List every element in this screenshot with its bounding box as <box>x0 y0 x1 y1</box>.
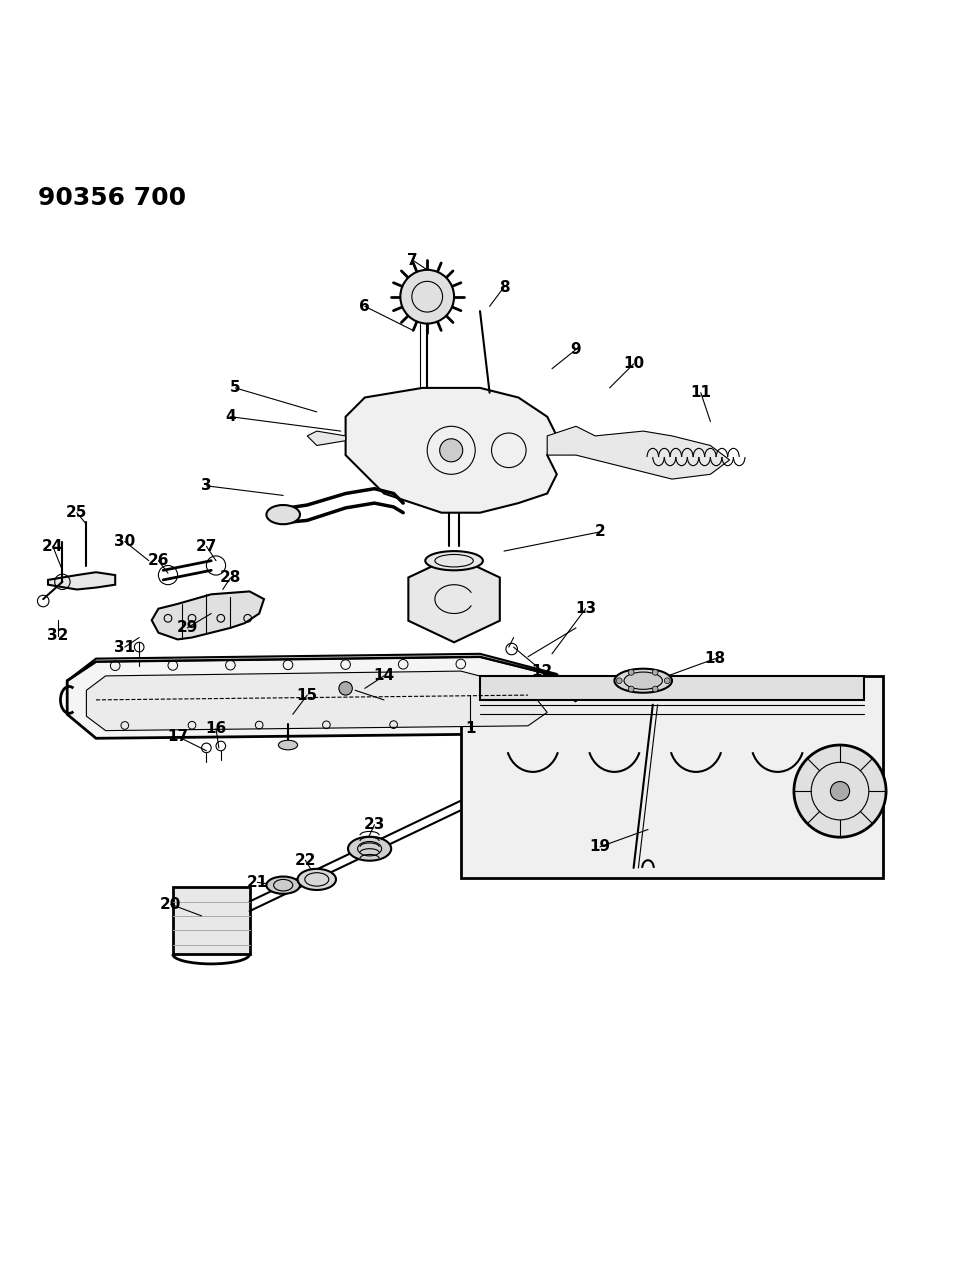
Text: 23: 23 <box>364 817 385 833</box>
Polygon shape <box>346 388 557 513</box>
Ellipse shape <box>425 551 483 570</box>
Ellipse shape <box>266 876 300 894</box>
Text: 22: 22 <box>295 853 316 868</box>
Text: 9: 9 <box>570 342 582 357</box>
Circle shape <box>653 686 659 692</box>
Ellipse shape <box>614 668 672 692</box>
Text: 31: 31 <box>114 640 135 654</box>
Ellipse shape <box>278 741 298 750</box>
Text: 11: 11 <box>690 385 711 400</box>
Polygon shape <box>461 676 883 877</box>
Circle shape <box>628 686 634 692</box>
Circle shape <box>664 678 670 683</box>
Text: 17: 17 <box>167 729 188 743</box>
Text: 1: 1 <box>466 722 475 736</box>
Text: 10: 10 <box>623 357 644 371</box>
Text: 18: 18 <box>705 652 726 666</box>
Circle shape <box>339 682 352 695</box>
Text: 5: 5 <box>229 380 241 395</box>
Polygon shape <box>67 657 576 738</box>
Text: 15: 15 <box>297 687 318 703</box>
Text: 4: 4 <box>225 409 236 425</box>
Polygon shape <box>408 556 500 643</box>
Text: 20: 20 <box>160 896 181 912</box>
Text: 3: 3 <box>201 478 212 493</box>
Text: 21: 21 <box>247 875 268 890</box>
Text: 26: 26 <box>148 553 169 569</box>
Polygon shape <box>480 676 864 700</box>
Circle shape <box>400 270 454 324</box>
Circle shape <box>830 782 850 801</box>
Polygon shape <box>86 671 547 731</box>
Polygon shape <box>48 572 115 589</box>
Polygon shape <box>173 887 250 954</box>
Polygon shape <box>307 431 346 445</box>
Circle shape <box>794 745 886 838</box>
Polygon shape <box>547 426 730 479</box>
Ellipse shape <box>266 505 300 524</box>
Text: 16: 16 <box>205 722 227 736</box>
Text: 19: 19 <box>589 839 611 854</box>
Circle shape <box>629 669 635 676</box>
Circle shape <box>653 669 659 676</box>
Text: 12: 12 <box>532 663 553 678</box>
Text: 25: 25 <box>66 505 87 520</box>
Polygon shape <box>67 654 576 701</box>
Polygon shape <box>152 592 264 640</box>
Text: 14: 14 <box>373 668 395 683</box>
Circle shape <box>616 678 622 683</box>
Text: 28: 28 <box>220 570 241 585</box>
Text: 27: 27 <box>196 539 217 553</box>
Ellipse shape <box>298 868 336 890</box>
Ellipse shape <box>624 672 662 690</box>
Text: 90356 700: 90356 700 <box>38 186 186 210</box>
Text: 2: 2 <box>594 524 606 539</box>
Text: 29: 29 <box>177 621 198 635</box>
Text: 32: 32 <box>47 629 68 643</box>
Text: 7: 7 <box>407 252 419 268</box>
Ellipse shape <box>348 836 392 861</box>
Text: 8: 8 <box>498 279 510 295</box>
Text: 6: 6 <box>359 298 371 314</box>
Circle shape <box>440 439 463 462</box>
Text: 13: 13 <box>575 602 596 616</box>
Text: 30: 30 <box>114 534 135 550</box>
Text: 24: 24 <box>42 539 63 553</box>
